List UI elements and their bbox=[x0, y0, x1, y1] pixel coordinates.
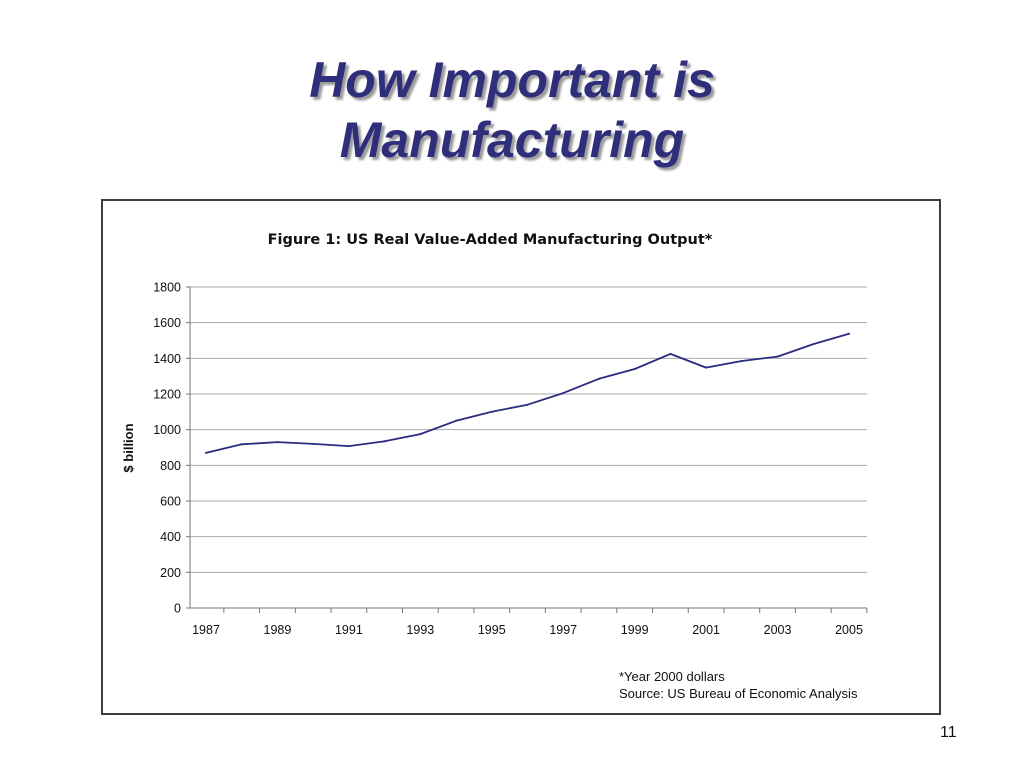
data-point bbox=[705, 366, 708, 369]
y-tick-label: 0 bbox=[174, 602, 181, 616]
data-point bbox=[347, 445, 350, 448]
x-tick-label: 1991 bbox=[335, 623, 363, 637]
y-tick-label: 600 bbox=[160, 495, 181, 509]
y-tick-label: 1400 bbox=[153, 352, 181, 366]
tick-labels: 0 200 400 600 800 1000 1200 1400 1600 1800 1987 198… bbox=[153, 281, 863, 638]
slide-title-line-1: How Important is bbox=[309, 52, 715, 108]
x-tick-label: 2003 bbox=[764, 623, 792, 637]
y-tick-label: 800 bbox=[160, 459, 181, 473]
x-tick-label: 1999 bbox=[621, 623, 649, 637]
slide-title: How Important is Manufacturing bbox=[0, 50, 1024, 170]
x-tick-label: 2005 bbox=[835, 623, 863, 637]
footnote-source: Source: US Bureau of Economic Analysis bbox=[619, 686, 858, 701]
x-tick-label: 1993 bbox=[406, 623, 434, 637]
data-point bbox=[312, 442, 315, 445]
x-tick-label: 2001 bbox=[692, 623, 720, 637]
data-point bbox=[205, 451, 207, 454]
data-point bbox=[526, 403, 529, 406]
y-axis-label: $ billion bbox=[121, 423, 136, 472]
gridlines bbox=[190, 286, 867, 573]
footnote-year-dollars: *Year 2000 dollars bbox=[619, 669, 725, 684]
y-tick-label: 1600 bbox=[153, 316, 181, 330]
data-point bbox=[669, 352, 672, 355]
data-point bbox=[240, 443, 243, 446]
data-point bbox=[419, 433, 422, 436]
data-point bbox=[597, 377, 600, 380]
data-point bbox=[490, 410, 493, 413]
data-point bbox=[848, 332, 850, 335]
x-tick-label: 1989 bbox=[264, 623, 292, 637]
y-tick-label: 200 bbox=[160, 566, 181, 580]
data-point bbox=[633, 368, 636, 371]
slide-title-line-2: Manufacturing bbox=[339, 112, 685, 168]
y-tick-label: 1800 bbox=[153, 281, 181, 295]
data-point bbox=[455, 419, 458, 422]
x-tick-label: 1987 bbox=[192, 623, 220, 637]
chart-frame bbox=[101, 199, 941, 715]
chart-title: Figure 1: US Real Value-Added Manufactur… bbox=[268, 232, 713, 248]
series-layer bbox=[205, 332, 850, 454]
chart-footnote: *Year 2000 dollars Source: US Bureau of … bbox=[619, 668, 857, 702]
x-tick-label: 1995 bbox=[478, 623, 506, 637]
y-tick-label: 1000 bbox=[153, 423, 181, 437]
data-point bbox=[276, 441, 279, 444]
series-line bbox=[205, 332, 850, 454]
page-number: 11 bbox=[940, 724, 957, 741]
axes bbox=[186, 286, 868, 613]
data-point bbox=[740, 360, 743, 363]
data-point bbox=[776, 355, 779, 358]
data-point bbox=[383, 440, 386, 443]
y-tick-label: 400 bbox=[160, 530, 181, 544]
y-tick-label: 1200 bbox=[153, 388, 181, 402]
data-point bbox=[812, 343, 815, 346]
x-tick-label: 1997 bbox=[549, 623, 577, 637]
data-point bbox=[562, 392, 565, 395]
